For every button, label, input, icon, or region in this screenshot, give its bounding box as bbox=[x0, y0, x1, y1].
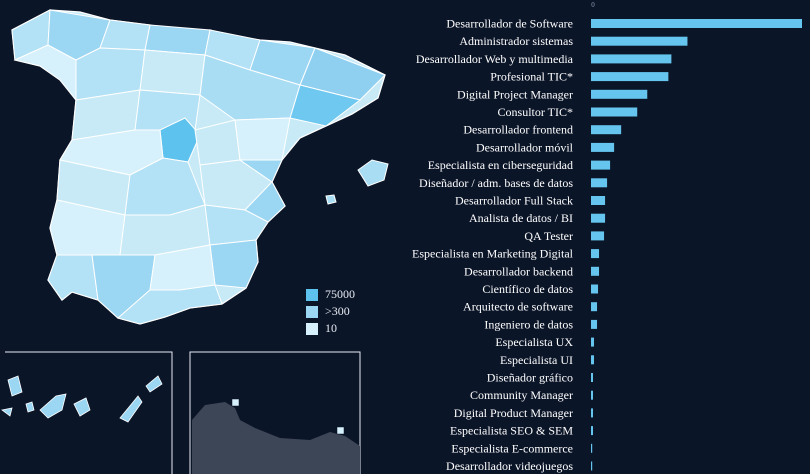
bar bbox=[591, 337, 595, 347]
ceuta-melilla-inset-frame bbox=[189, 351, 361, 474]
category-label: Community Manager bbox=[470, 388, 573, 402]
bar bbox=[591, 319, 598, 329]
category-label: Desarrollador frontend bbox=[463, 123, 573, 137]
bar bbox=[591, 178, 608, 188]
map-legend: 75000 >300 10 bbox=[305, 286, 355, 337]
category-label: Desarrollador videojuegos bbox=[446, 459, 573, 473]
legend-swatch-low bbox=[305, 321, 319, 336]
category-label: Especialista SEO & SEM bbox=[450, 424, 573, 438]
category-label: Científico de datos bbox=[482, 282, 573, 296]
bar bbox=[591, 266, 600, 276]
legend-item-high: 75000 bbox=[305, 286, 355, 303]
category-label: Especialista E-commerce bbox=[451, 441, 573, 455]
bar bbox=[591, 125, 622, 135]
category-label: Analista de datos / BI bbox=[469, 211, 573, 225]
category-label: Diseñador / adm. bases de datos bbox=[419, 176, 573, 190]
category-label: Especialista UX bbox=[495, 335, 573, 349]
bar bbox=[591, 160, 611, 170]
category-label: Digital Product Manager bbox=[454, 406, 573, 420]
island-mallorca bbox=[357, 159, 389, 187]
island-fuerteventura bbox=[119, 395, 143, 423]
island-el-hierro bbox=[1, 407, 13, 417]
bar bbox=[591, 390, 594, 400]
island-lanzarote bbox=[145, 375, 163, 393]
legend-label-low: 10 bbox=[325, 321, 337, 335]
bar bbox=[591, 461, 593, 471]
bar bbox=[591, 196, 606, 205]
legend-label-high: 75000 bbox=[325, 287, 355, 301]
category-label: Diseñador gráfico bbox=[487, 371, 573, 385]
category-label: Desarrollador de Software bbox=[446, 17, 573, 31]
bar bbox=[591, 213, 606, 223]
island-ibiza bbox=[325, 194, 337, 205]
legend-swatch-high bbox=[305, 287, 319, 302]
category-label: Desarrollador backend bbox=[464, 264, 573, 278]
canary-inset-frame bbox=[5, 351, 173, 474]
north-africa-landmass bbox=[192, 402, 360, 474]
bar bbox=[591, 408, 594, 418]
island-la-palma bbox=[7, 375, 23, 397]
spain-choropleth-map bbox=[1, 9, 389, 474]
melilla-marker bbox=[336, 426, 345, 435]
bar bbox=[591, 89, 648, 99]
bar bbox=[591, 426, 594, 436]
bar bbox=[591, 54, 672, 64]
bar bbox=[591, 107, 638, 117]
category-label: Desarrollador Web y multimedia bbox=[416, 52, 574, 66]
island-la-gomera bbox=[25, 401, 35, 413]
category-label: Arquitecto de software bbox=[463, 300, 573, 314]
spain-map-panel: 75000 >300 10 bbox=[0, 0, 400, 474]
legend-item-mid: >300 bbox=[305, 303, 355, 320]
category-label: Especialista en ciberseguridad bbox=[428, 158, 573, 172]
x-tick-label: 0 bbox=[591, 1, 595, 9]
bar bbox=[591, 231, 605, 241]
category-label: Administrador sistemas bbox=[459, 34, 573, 48]
bar bbox=[591, 142, 615, 152]
category-label: Especialista en Marketing Digital bbox=[412, 247, 574, 261]
bar bbox=[591, 72, 669, 82]
province-group bbox=[11, 9, 386, 325]
bar bbox=[591, 36, 688, 46]
category-label: QA Tester bbox=[524, 229, 573, 243]
category-label: Digital Project Manager bbox=[457, 87, 573, 101]
legend-label-mid: >300 bbox=[325, 304, 350, 318]
category-label: Desarrollador Full Stack bbox=[455, 194, 573, 208]
bar bbox=[591, 19, 802, 28]
ceuta-marker bbox=[231, 398, 240, 407]
legend-swatch-mid bbox=[305, 304, 319, 319]
province-granada bbox=[116, 284, 223, 325]
bar bbox=[591, 373, 594, 382]
bar bbox=[591, 302, 598, 312]
category-label: Especialista UI bbox=[500, 353, 573, 367]
bar bbox=[591, 443, 593, 453]
province-albacete bbox=[204, 204, 269, 246]
island-tenerife bbox=[39, 393, 67, 419]
legend-item-low: 10 bbox=[305, 320, 355, 337]
bar bbox=[591, 249, 600, 259]
bar bbox=[591, 355, 595, 365]
category-label: Consultor TIC* bbox=[498, 105, 573, 119]
category-label: Ingeniero de datos bbox=[484, 317, 573, 331]
bar bbox=[591, 284, 599, 294]
canary-islands bbox=[1, 375, 163, 423]
island-gran-canaria bbox=[73, 397, 91, 417]
province-valencia bbox=[238, 159, 286, 223]
category-label: Profesional TIC* bbox=[490, 70, 573, 84]
category-label: Desarrollador móvil bbox=[476, 140, 574, 154]
